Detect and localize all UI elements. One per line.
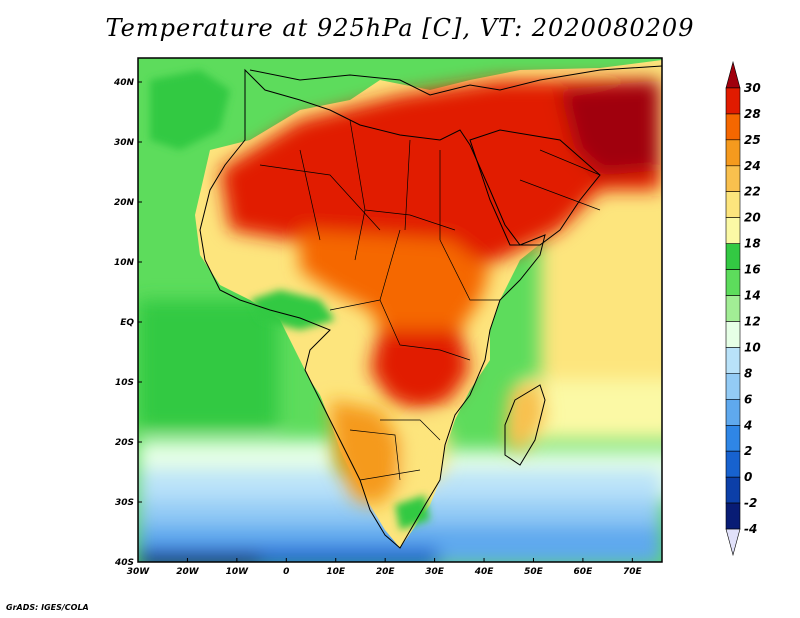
temperature-field — [138, 58, 662, 562]
colorbar-swatch — [725, 269, 741, 296]
lon-tick-label: 0 — [283, 567, 289, 577]
lat-tick-label: 20N — [114, 198, 135, 208]
colorbar-label: 6 — [744, 392, 752, 406]
colorbar-swatch — [725, 321, 741, 348]
lat-tick-label: 30N — [114, 138, 135, 148]
colorbar-label: 20 — [744, 211, 761, 225]
colorbar-swatch — [725, 243, 741, 270]
colorbar-swatch — [725, 165, 741, 193]
colorbar-swatch — [725, 424, 741, 452]
colorbar-label: 24 — [744, 159, 761, 173]
lon-tick-label: 60E — [574, 567, 594, 577]
colorbar-label: 16 — [744, 263, 761, 277]
lon-tick-label: 20W — [176, 567, 200, 577]
boundary-lines — [199, 65, 662, 549]
colorbar-label: 0 — [744, 470, 752, 484]
lon-tick-label: 30W — [127, 567, 151, 577]
lat-tick-label: 20S — [115, 438, 134, 448]
colorbar-label: 4 — [743, 418, 752, 432]
lon-tick-label: 40E — [474, 567, 495, 577]
lat-tick-label: 10S — [115, 378, 134, 388]
lat-tick-label: 30S — [115, 498, 134, 508]
madagascar-coastline — [504, 384, 546, 466]
colorbar-swatch — [725, 399, 741, 426]
colorbar-label: -4 — [744, 522, 757, 536]
colorbar-label: 14 — [744, 289, 761, 303]
lon-tick-label: 70E — [623, 567, 643, 577]
colorbar-swatch — [725, 217, 741, 244]
lon-tick-label: 30E — [425, 567, 445, 577]
lon-tick-label: 10E — [326, 567, 346, 577]
colorbar-swatch — [725, 139, 741, 167]
colorbar-label: -2 — [744, 496, 757, 510]
colorbar-label: 8 — [744, 366, 752, 380]
colorbar-swatch — [725, 450, 741, 478]
lon-tick-label: 10W — [226, 567, 250, 577]
longitude-axis: 30W 20W 10W 0 10E 20E 30E 40E 50E 60E 70E — [127, 558, 643, 577]
colorbar-label: 18 — [744, 237, 761, 251]
map-title: Temperature at 925hPa [C], VT: 202008020… — [105, 14, 695, 42]
latitude-axis: 40N 30N 20N 10N EQ 10S 20S 30S 40S — [113, 78, 142, 568]
lat-tick-label: 40N — [113, 78, 135, 88]
arabia-coastline — [469, 129, 601, 246]
colorbar-swatch — [725, 528, 741, 557]
colorbar-label: 12 — [744, 314, 761, 328]
colorbar-label: 10 — [744, 340, 761, 354]
colorbar-swatch — [725, 476, 741, 504]
country-borders — [259, 119, 601, 481]
colorbar-swatch — [725, 347, 741, 374]
colorbar-swatch — [725, 60, 741, 89]
colorbar-label: 22 — [744, 185, 761, 199]
lon-tick-label: 50E — [524, 567, 544, 577]
colorbar-label: 30 — [744, 81, 761, 95]
mediterranean-coast — [249, 65, 662, 96]
lon-tick-label: 20E — [376, 567, 396, 577]
colorbar-swatch — [725, 502, 741, 530]
colorbar-swatch — [725, 295, 741, 322]
colorbar-swatch — [725, 87, 741, 115]
colorbar-swatch — [725, 373, 741, 400]
colorbar-swatch — [725, 113, 741, 141]
grads-credit: GrADS: IGES/COLA — [6, 603, 89, 612]
colorbar-label: 25 — [744, 133, 761, 147]
colorbar-label: 2 — [744, 444, 752, 458]
lat-tick-label: 10N — [114, 258, 135, 268]
plot-frame — [137, 57, 663, 563]
colorbar-swatch — [725, 191, 741, 218]
colorbar-label: 28 — [744, 107, 761, 121]
lat-tick-label: EQ — [120, 318, 134, 328]
africa-coastline — [199, 68, 546, 549]
lat-tick-label: 40S — [114, 558, 134, 568]
